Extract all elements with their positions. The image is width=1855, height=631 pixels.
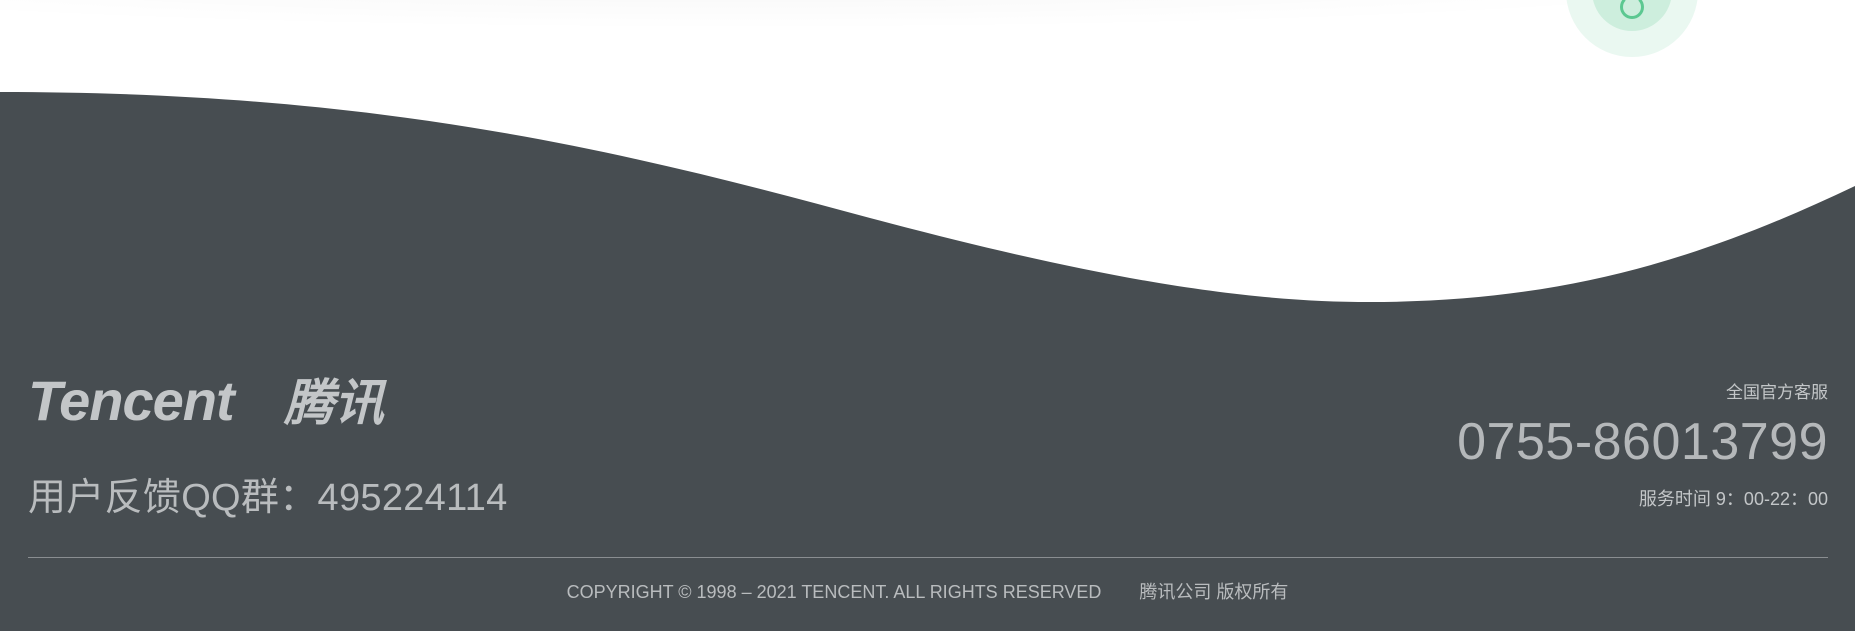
svg-text:Tencent: Tencent (28, 372, 237, 430)
svg-text:腾讯: 腾讯 (283, 374, 387, 430)
top-shadow (0, 0, 1855, 30)
tencent-logo[interactable]: Tencent 腾讯 (28, 369, 393, 435)
bubble-icon (1620, 0, 1644, 19)
feedback-qq-group: 用户反馈QQ群：495224114 (28, 477, 508, 519)
tencent-logo-icon: Tencent 腾讯 (28, 369, 387, 432)
company-rights-text: 腾讯公司 版权所有 (1139, 582, 1289, 602)
copyright-text: COPYRIGHT © 1998 – 2021 TENCENT. ALL RIG… (566, 582, 1102, 602)
service-hours: 服务时间 9：00-22：00 (1638, 489, 1828, 509)
footer-divider (28, 557, 1828, 558)
copyright-line: COPYRIGHT © 1998 – 2021 TENCENT. ALL RIG… (0, 578, 1855, 604)
service-phone-number[interactable]: 0755-86013799 (1457, 413, 1828, 471)
service-label: 全国官方客服 (1726, 383, 1828, 402)
